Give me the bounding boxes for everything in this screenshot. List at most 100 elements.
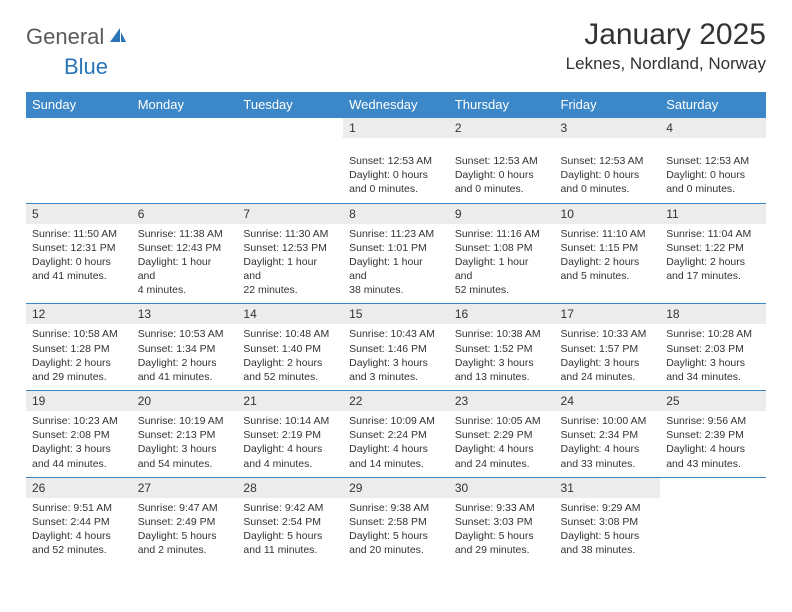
day-line: Sunset: 2:29 PM bbox=[455, 428, 549, 442]
day-line: Sunset: 1:57 PM bbox=[561, 342, 655, 356]
day-line: Sunrise: 10:05 AM bbox=[455, 414, 549, 428]
day-header-row: SundayMondayTuesdayWednesdayThursdayFrid… bbox=[26, 92, 766, 118]
day-line: Daylight: 4 hours bbox=[32, 529, 126, 543]
day-number: 22 bbox=[343, 391, 449, 411]
day-header: Saturday bbox=[660, 92, 766, 118]
day-line: Daylight: 2 hours bbox=[32, 356, 126, 370]
logo-sail-icon bbox=[108, 26, 128, 49]
day-content: Sunrise: 11:23 AMSunset: 1:01 PMDaylight… bbox=[343, 224, 449, 304]
day-line: Sunset: 1:22 PM bbox=[666, 241, 760, 255]
calendar-week-row: 19Sunrise: 10:23 AMSunset: 2:08 PMDaylig… bbox=[26, 391, 766, 478]
day-line: Daylight: 3 hours bbox=[455, 356, 549, 370]
day-number: 2 bbox=[449, 118, 555, 138]
day-number: 3 bbox=[555, 118, 661, 138]
day-content: Sunrise: 10:33 AMSunset: 1:57 PMDaylight… bbox=[555, 324, 661, 390]
day-number: 23 bbox=[449, 391, 555, 411]
day-content: Sunrise: 10:05 AMSunset: 2:29 PMDaylight… bbox=[449, 411, 555, 477]
day-line: Sunrise: 10:33 AM bbox=[561, 327, 655, 341]
day-header: Thursday bbox=[449, 92, 555, 118]
day-line: Daylight: 5 hours bbox=[243, 529, 337, 543]
day-line: Sunrise: 11:50 AM bbox=[32, 227, 126, 241]
day-line: Sunrise: 10:23 AM bbox=[32, 414, 126, 428]
day-number: 20 bbox=[132, 391, 238, 411]
day-line: Sunset: 3:08 PM bbox=[561, 515, 655, 529]
day-line: Sunrise: 9:47 AM bbox=[138, 501, 232, 515]
day-line: Sunrise: 9:56 AM bbox=[666, 414, 760, 428]
day-line: Daylight: 0 hours bbox=[561, 168, 655, 182]
day-line: 4 minutes. bbox=[138, 283, 232, 297]
day-line: Daylight: 3 hours bbox=[138, 442, 232, 456]
day-line: Daylight: 0 hours bbox=[455, 168, 549, 182]
day-number: 7 bbox=[237, 204, 343, 224]
day-line: and 13 minutes. bbox=[455, 370, 549, 384]
day-number bbox=[237, 118, 343, 138]
day-line: Sunset: 1:46 PM bbox=[349, 342, 443, 356]
day-number: 5 bbox=[26, 204, 132, 224]
day-content: Sunrise: 11:04 AMSunset: 1:22 PMDaylight… bbox=[660, 224, 766, 290]
day-number: 12 bbox=[26, 304, 132, 324]
day-line: and 3 minutes. bbox=[349, 370, 443, 384]
day-line: and 11 minutes. bbox=[243, 543, 337, 557]
day-content: Sunset: 12:53 AMDaylight: 0 hoursand 0 m… bbox=[343, 138, 449, 203]
day-line: and 38 minutes. bbox=[561, 543, 655, 557]
day-number: 11 bbox=[660, 204, 766, 224]
day-line: Sunrise: 9:29 AM bbox=[561, 501, 655, 515]
day-line: Sunrise: 10:00 AM bbox=[561, 414, 655, 428]
day-content: Sunrise: 9:51 AMSunset: 2:44 PMDaylight:… bbox=[26, 498, 132, 564]
day-line: and 44 minutes. bbox=[32, 457, 126, 471]
day-number: 30 bbox=[449, 478, 555, 498]
calendar-cell: 1Sunset: 12:53 AMDaylight: 0 hoursand 0 … bbox=[343, 118, 449, 204]
calendar-cell: 21Sunrise: 10:14 AMSunset: 2:19 PMDaylig… bbox=[237, 391, 343, 478]
day-content: Sunrise: 9:47 AMSunset: 2:49 PMDaylight:… bbox=[132, 498, 238, 564]
day-line: Daylight: 5 hours bbox=[455, 529, 549, 543]
day-content bbox=[660, 498, 766, 507]
day-line: Sunset: 1:34 PM bbox=[138, 342, 232, 356]
day-line: Daylight: 4 hours bbox=[455, 442, 549, 456]
day-number bbox=[660, 478, 766, 498]
day-content: Sunrise: 9:42 AMSunset: 2:54 PMDaylight:… bbox=[237, 498, 343, 564]
day-number: 4 bbox=[660, 118, 766, 138]
day-line: Sunset: 12:31 PM bbox=[32, 241, 126, 255]
day-line: Daylight: 4 hours bbox=[561, 442, 655, 456]
day-number: 9 bbox=[449, 204, 555, 224]
day-line: Sunrise: 10:43 AM bbox=[349, 327, 443, 341]
day-line: Sunset: 3:03 PM bbox=[455, 515, 549, 529]
calendar-week-row: 12Sunrise: 10:58 AMSunset: 1:28 PMDaylig… bbox=[26, 304, 766, 391]
day-number: 24 bbox=[555, 391, 661, 411]
day-header: Friday bbox=[555, 92, 661, 118]
day-line: and 5 minutes. bbox=[561, 269, 655, 283]
calendar-week-row: 26Sunrise: 9:51 AMSunset: 2:44 PMDayligh… bbox=[26, 477, 766, 563]
day-line: Daylight: 1 hour and bbox=[138, 255, 232, 283]
day-line: Sunrise: 9:42 AM bbox=[243, 501, 337, 515]
calendar-cell: 30Sunrise: 9:33 AMSunset: 3:03 PMDayligh… bbox=[449, 477, 555, 563]
day-number: 26 bbox=[26, 478, 132, 498]
day-content: Sunrise: 10:28 AMSunset: 2:03 PMDaylight… bbox=[660, 324, 766, 390]
day-line: Daylight: 3 hours bbox=[561, 356, 655, 370]
day-number: 25 bbox=[660, 391, 766, 411]
day-line: Sunset: 2:08 PM bbox=[32, 428, 126, 442]
calendar-cell: 8Sunrise: 11:23 AMSunset: 1:01 PMDayligh… bbox=[343, 203, 449, 304]
calendar-cell: 2Sunset: 12:53 AMDaylight: 0 hoursand 0 … bbox=[449, 118, 555, 204]
day-line: Sunrise: 10:58 AM bbox=[32, 327, 126, 341]
day-line: and 14 minutes. bbox=[349, 457, 443, 471]
day-line: and 0 minutes. bbox=[561, 182, 655, 196]
page-title: January 2025 bbox=[566, 18, 766, 52]
day-content: Sunrise: 10:48 AMSunset: 1:40 PMDaylight… bbox=[237, 324, 343, 390]
day-line: Sunrise: 10:38 AM bbox=[455, 327, 549, 341]
day-line: Daylight: 0 hours bbox=[32, 255, 126, 269]
day-content: Sunrise: 10:00 AMSunset: 2:34 PMDaylight… bbox=[555, 411, 661, 477]
day-line: Sunset: 12:53 AM bbox=[455, 154, 549, 168]
day-number: 27 bbox=[132, 478, 238, 498]
day-line: and 54 minutes. bbox=[138, 457, 232, 471]
day-line: Daylight: 1 hour and bbox=[243, 255, 337, 283]
day-number: 10 bbox=[555, 204, 661, 224]
day-line: 38 minutes. bbox=[349, 283, 443, 297]
day-line: and 0 minutes. bbox=[666, 182, 760, 196]
day-line: and 17 minutes. bbox=[666, 269, 760, 283]
day-line: Daylight: 4 hours bbox=[666, 442, 760, 456]
calendar-cell: 27Sunrise: 9:47 AMSunset: 2:49 PMDayligh… bbox=[132, 477, 238, 563]
day-line: 22 minutes. bbox=[243, 283, 337, 297]
day-line: Sunset: 2:13 PM bbox=[138, 428, 232, 442]
day-content: Sunrise: 10:14 AMSunset: 2:19 PMDaylight… bbox=[237, 411, 343, 477]
calendar-cell: 23Sunrise: 10:05 AMSunset: 2:29 PMDaylig… bbox=[449, 391, 555, 478]
